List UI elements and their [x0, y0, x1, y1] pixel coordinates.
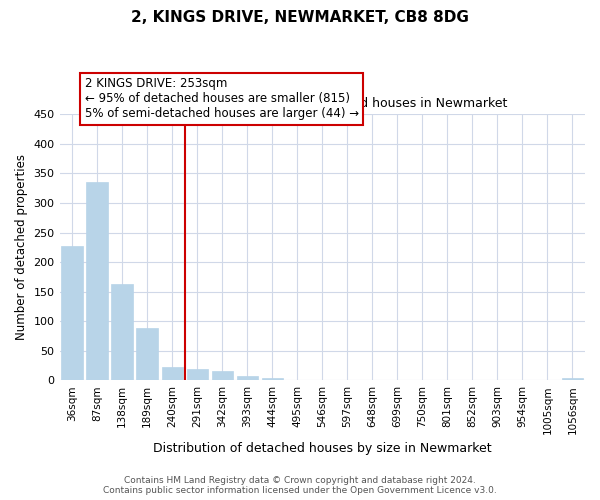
- Bar: [212, 370, 233, 380]
- Text: 2, KINGS DRIVE, NEWMARKET, CB8 8DG: 2, KINGS DRIVE, NEWMARKET, CB8 8DG: [131, 10, 469, 25]
- Bar: [61, 246, 83, 380]
- Bar: [562, 378, 583, 380]
- Bar: [262, 378, 283, 380]
- X-axis label: Distribution of detached houses by size in Newmarket: Distribution of detached houses by size …: [153, 442, 491, 455]
- Bar: [161, 366, 183, 380]
- Bar: [86, 182, 108, 380]
- Text: 2 KINGS DRIVE: 253sqm
← 95% of detached houses are smaller (815)
5% of semi-deta: 2 KINGS DRIVE: 253sqm ← 95% of detached …: [85, 78, 359, 120]
- Bar: [136, 328, 158, 380]
- Y-axis label: Number of detached properties: Number of detached properties: [15, 154, 28, 340]
- Text: Contains HM Land Registry data © Crown copyright and database right 2024.
Contai: Contains HM Land Registry data © Crown c…: [103, 476, 497, 495]
- Bar: [112, 284, 133, 380]
- Bar: [236, 376, 258, 380]
- Title: Size of property relative to detached houses in Newmarket: Size of property relative to detached ho…: [137, 98, 507, 110]
- Bar: [187, 369, 208, 380]
